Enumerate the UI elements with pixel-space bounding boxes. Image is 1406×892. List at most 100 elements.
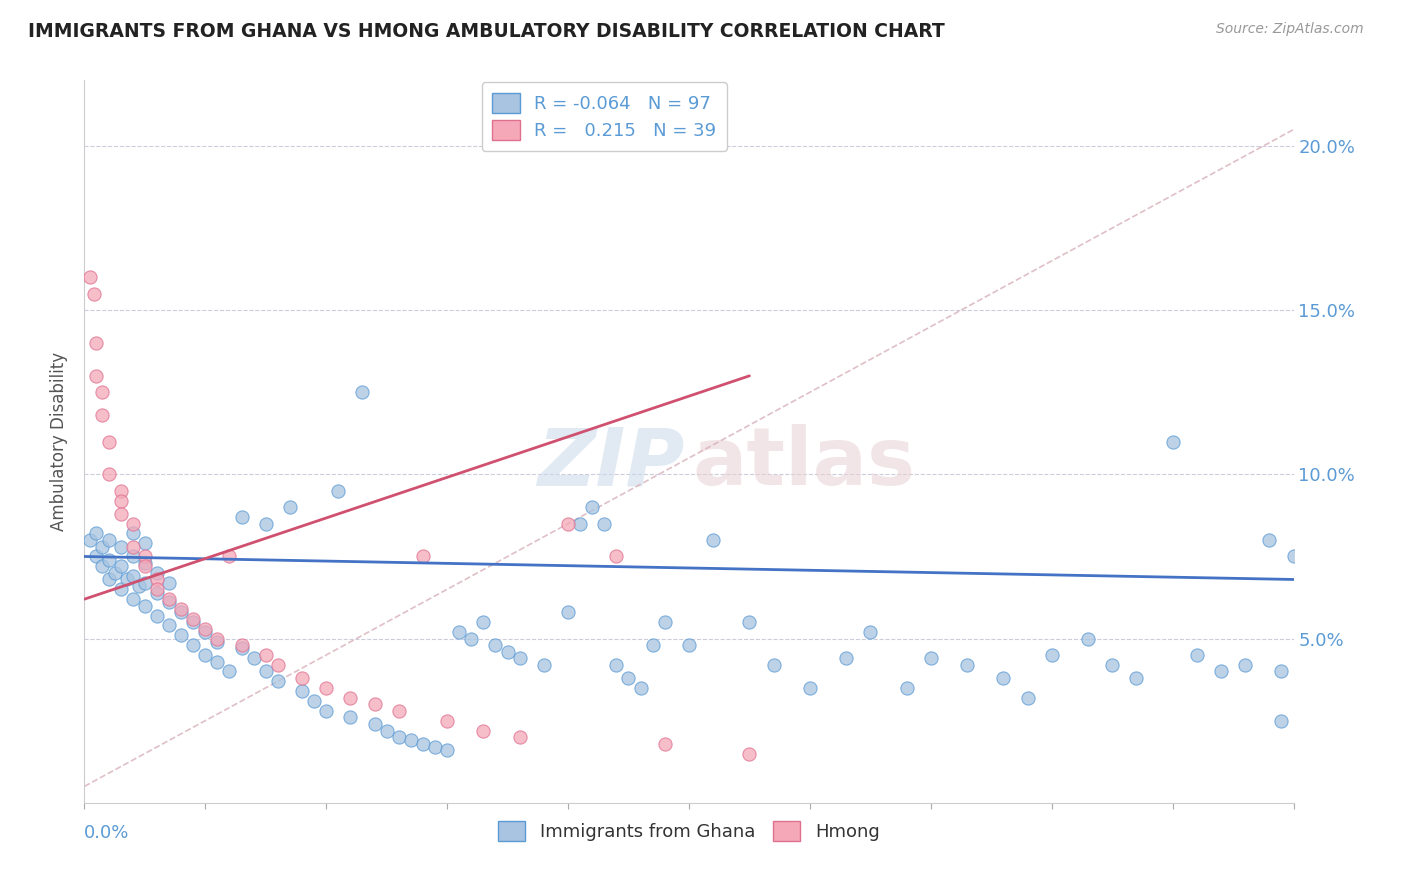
Point [496,645,519,659]
Point [436,743,458,757]
Point [157,595,180,609]
Point [630,681,652,695]
Point [218,549,240,564]
Point [146,582,169,597]
Point [302,694,325,708]
Point [207,632,229,646]
Point [291,671,314,685]
Point [115,573,138,587]
Point [363,717,385,731]
Point [134,556,156,570]
Point [702,533,724,547]
Point [569,516,592,531]
Point [388,704,411,718]
Point [654,737,676,751]
Point [91,409,114,423]
Point [121,569,143,583]
Point [605,549,627,564]
Point [110,483,132,498]
Point [207,635,229,649]
Text: Source: ZipAtlas.com: Source: ZipAtlas.com [1216,22,1364,37]
Point [97,573,120,587]
Point [79,270,101,285]
Point [242,651,264,665]
Point [121,516,143,531]
Point [315,681,337,695]
Y-axis label: Ambulatory Disability: Ambulatory Disability [51,352,69,531]
Point [484,638,506,652]
Point [91,385,114,400]
Point [110,493,132,508]
Point [121,540,143,554]
Point [399,733,422,747]
Point [91,559,114,574]
Point [617,671,640,685]
Point [1185,648,1208,662]
Point [423,739,446,754]
Point [254,516,277,531]
Point [678,638,700,652]
Point [194,648,217,662]
Point [278,500,301,515]
Point [1209,665,1232,679]
Point [339,710,361,724]
Point [436,714,458,728]
Point [339,690,361,705]
Text: ZIP: ZIP [537,425,685,502]
Point [412,737,434,751]
Point [641,638,664,652]
Text: IMMIGRANTS FROM GHANA VS HMONG AMBULATORY DISABILITY CORRELATION CHART: IMMIGRANTS FROM GHANA VS HMONG AMBULATOR… [28,22,945,41]
Point [1101,657,1123,672]
Point [533,657,555,672]
Point [581,500,603,515]
Point [956,657,979,672]
Point [110,507,132,521]
Point [97,533,120,547]
Point [557,605,579,619]
Point [267,657,290,672]
Point [472,615,495,630]
Point [993,671,1015,685]
Point [181,638,204,652]
Point [231,638,253,652]
Point [1234,657,1257,672]
Point [315,704,337,718]
Point [97,467,120,482]
Point [134,575,156,590]
Point [134,549,156,564]
Point [859,625,882,640]
Point [363,698,385,712]
Point [896,681,918,695]
Point [738,747,761,761]
Point [472,723,495,738]
Point [1270,714,1292,728]
Point [231,510,253,524]
Point [79,533,101,547]
Point [593,516,616,531]
Point [449,625,471,640]
Point [134,536,156,550]
Point [146,566,169,580]
Point [134,559,156,574]
Point [170,628,193,642]
Point [231,641,253,656]
Point [97,434,120,449]
Point [1161,434,1184,449]
Point [146,585,169,599]
Text: atlas: atlas [692,425,915,502]
Point [146,573,169,587]
Point [1017,690,1039,705]
Point [509,651,531,665]
Point [1270,665,1292,679]
Point [762,657,785,672]
Point [388,730,411,744]
Point [509,730,531,744]
Point [110,582,132,597]
Point [207,655,229,669]
Point [86,549,108,564]
Point [110,540,132,554]
Point [121,592,143,607]
Point [920,651,942,665]
Point [170,602,193,616]
Point [254,665,277,679]
